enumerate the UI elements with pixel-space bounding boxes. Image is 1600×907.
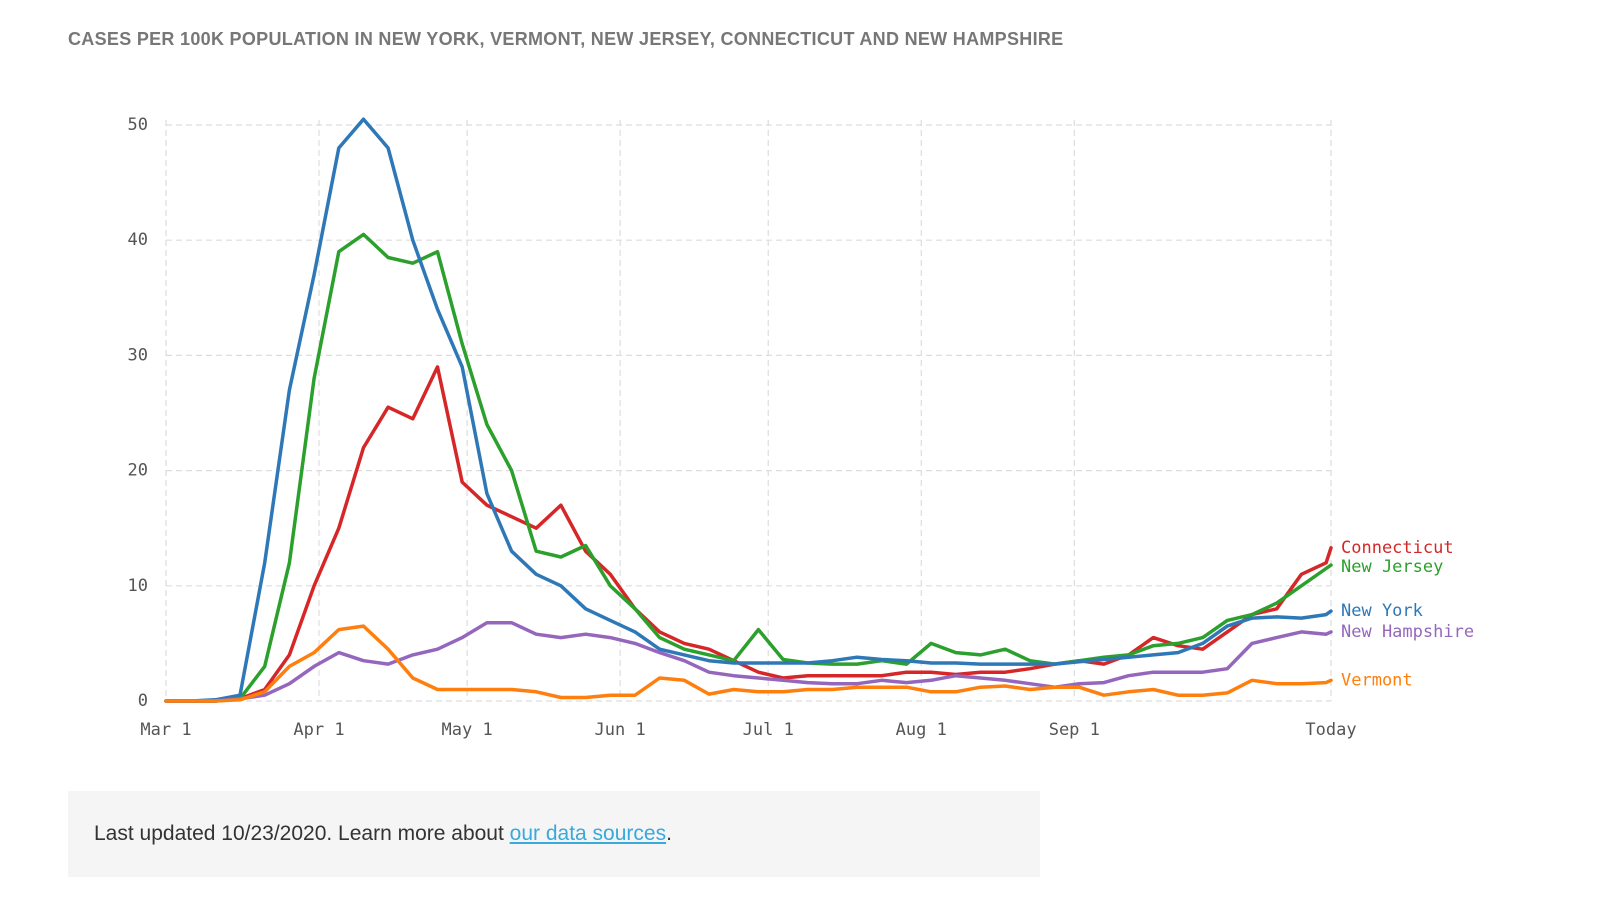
series-line — [164, 620, 1333, 703]
y-tick-label: 50 — [128, 115, 148, 135]
x-tick-label: Jul 1 — [743, 720, 794, 740]
chart: CASES PER 100K POPULATION IN NEW YORK, V… — [68, 29, 1474, 740]
x-tick-label: Today — [1305, 720, 1356, 740]
y-tick-label: 0 — [138, 691, 148, 711]
x-tick-label: Apr 1 — [293, 720, 344, 740]
footnote: Last updated 10/23/2020. Learn more abou… — [68, 791, 1040, 877]
x-tick-label: Jun 1 — [595, 720, 646, 740]
footnote-end: . — [666, 822, 672, 845]
chart-title: CASES PER 100K POPULATION IN NEW YORK, V… — [68, 29, 1063, 49]
series-line — [164, 365, 1333, 703]
series-line — [164, 232, 1333, 703]
y-tick-label: 20 — [128, 461, 148, 481]
y-tick-label: 30 — [128, 345, 148, 365]
legend-label: New Hampshire — [1341, 622, 1474, 642]
legend-label: New Jersey — [1341, 557, 1443, 577]
data-sources-link[interactable]: our data sources — [509, 822, 667, 845]
legend-label: Connecticut — [1341, 538, 1454, 558]
series-line — [164, 117, 1333, 703]
x-tick-label: Mar 1 — [140, 720, 191, 740]
x-tick-label: Aug 1 — [896, 720, 947, 740]
x-tick-label: May 1 — [442, 720, 493, 740]
legend-label: Vermont — [1341, 670, 1413, 690]
legend-label: New York — [1341, 601, 1423, 621]
x-tick-label: Sep 1 — [1049, 720, 1100, 740]
series-line — [164, 624, 1333, 703]
footnote-text: Last updated 10/23/2020. Learn more abou… — [94, 822, 510, 845]
y-tick-label: 40 — [128, 230, 148, 250]
y-tick-label: 10 — [128, 576, 148, 596]
